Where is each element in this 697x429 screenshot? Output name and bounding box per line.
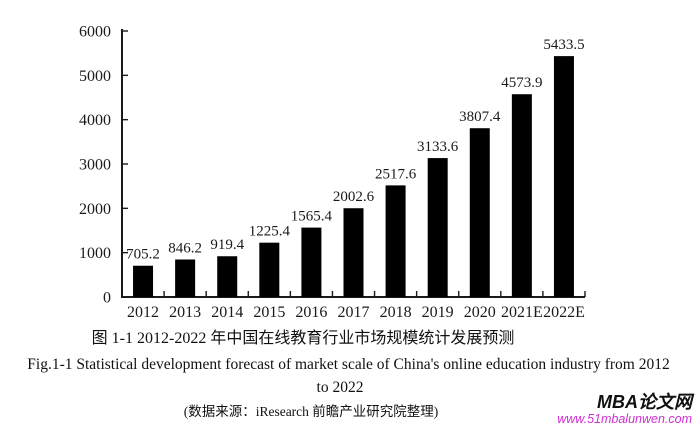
bar-value-label: 2002.6 <box>333 189 375 205</box>
chart-caption-english-line2: to 2022 <box>316 379 364 396</box>
watermark-brand-text: MBA论文网 <box>597 392 692 412</box>
bar-value-label: 1565.4 <box>291 209 333 225</box>
chart-caption-english-line1: Fig.1-1 Statistical development forecast… <box>27 356 670 373</box>
bar <box>133 265 154 297</box>
bar-value-label: 846.2 <box>168 240 202 256</box>
x-category-label: 2019 <box>422 304 454 321</box>
y-axis-tick-label: 2000 <box>79 201 111 218</box>
y-axis-tick-label: 0 <box>103 290 111 307</box>
y-axis-tick-label: 4000 <box>79 112 111 129</box>
x-category-label: 2017 <box>338 304 370 321</box>
bar <box>301 227 322 297</box>
bar <box>427 158 448 297</box>
bar <box>259 242 280 297</box>
y-axis-tick-label: 6000 <box>79 24 111 41</box>
y-axis-tick-label: 1000 <box>79 245 111 262</box>
bar <box>553 56 574 297</box>
x-category-label: 2014 <box>211 304 243 321</box>
watermark: MBA论文网 www.51mbalunwen.com <box>557 392 692 427</box>
y-axis-tick-label: 5000 <box>79 68 111 85</box>
bar <box>343 208 364 297</box>
bar-value-label: 5433.5 <box>543 37 584 53</box>
chart-title-chinese: 图 1-1 2012-2022 年中国在线教育行业市场规模统计发展预测 <box>91 330 515 347</box>
x-category-label: 2012 <box>127 304 159 321</box>
data-source-note: (数据来源：iResearch 前瞻产业研究院整理) <box>183 404 439 419</box>
bar-value-label: 3133.6 <box>417 139 459 155</box>
x-category-label: 2018 <box>380 304 412 321</box>
bar-value-label: 1225.4 <box>249 224 291 240</box>
bar <box>469 128 490 297</box>
bar-value-label: 919.4 <box>210 237 244 253</box>
bar <box>175 259 196 297</box>
x-category-label: 2021E <box>501 304 543 321</box>
x-category-label: 2015 <box>253 304 285 321</box>
x-category-label: 2013 <box>169 304 201 321</box>
bar <box>385 185 406 297</box>
x-category-label: 2020 <box>464 304 496 321</box>
bar-value-label: 2517.6 <box>375 166 417 182</box>
bar <box>511 94 532 297</box>
watermark-url-text: www.51mbalunwen.com <box>557 412 692 426</box>
x-category-label: 2022E <box>543 304 585 321</box>
bar <box>217 256 238 297</box>
bar-chart: 0 1000 2000 3000 4000 5000 6000 705.2 2012 846.2 2… <box>79 24 586 321</box>
y-axis-tick-label: 3000 <box>79 157 111 174</box>
bar-value-label: 4573.9 <box>501 75 542 91</box>
x-category-label: 2016 <box>295 304 327 321</box>
bar-value-label: 705.2 <box>126 247 160 263</box>
bar-value-label: 3807.4 <box>459 109 501 125</box>
